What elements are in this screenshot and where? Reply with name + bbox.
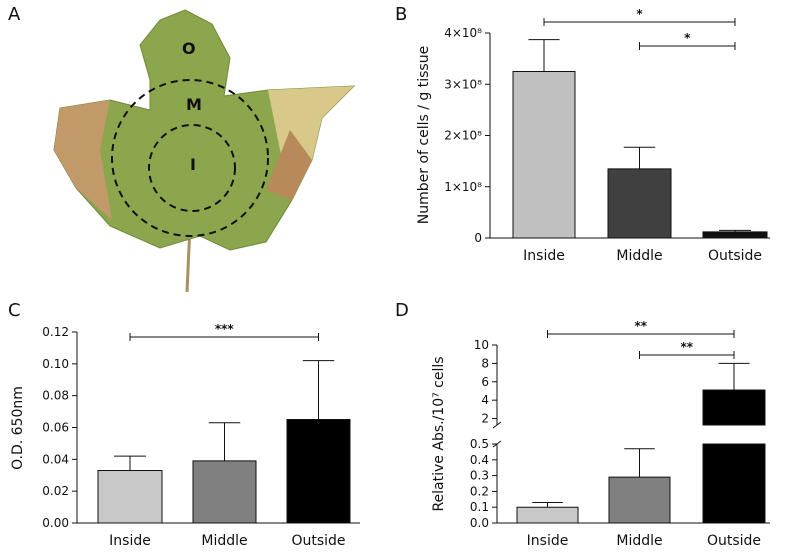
y-tick-label: 4×10⁸ [444,26,482,40]
panel-label: A [8,4,21,25]
y-tick-label: 8 [481,356,489,370]
x-tick-label: Outside [291,533,345,549]
panel-label: B [395,4,407,25]
panel-label: D [395,300,409,321]
y-tick-label: 0.12 [42,325,69,339]
x-tick-label: Inside [527,533,569,549]
bar [512,70,576,239]
significance-label: * [684,31,691,45]
y-tick-label: 2×10⁸ [444,129,482,143]
bar [192,460,257,524]
leaf: O M I [53,9,356,293]
y-tick-label: 6 [481,375,489,389]
y-tick-label: 10 [474,338,489,352]
zone-circle [111,79,269,237]
y-tick-label: 0.08 [42,389,69,403]
x-tick-label: Inside [109,533,151,549]
significance-label: ** [634,319,647,333]
bar [286,419,351,524]
y-tick-label: 0.04 [42,452,69,466]
bar [608,476,671,524]
y-tick-label: 0.3 [470,469,489,483]
significance-bracket [639,42,736,50]
y-tick-label: 0.4 [470,453,489,467]
significance-label: *** [215,322,235,336]
leaf-edge [54,100,112,220]
bar [702,231,768,239]
y-tick-label: 4 [481,393,489,407]
axis-break [492,421,502,429]
y-axis-label: Number of cells / g tissue [416,46,432,224]
significance-label: * [636,7,643,21]
y-tick-label: 0.00 [42,516,69,530]
zone-label: M [186,95,202,114]
significance-bracket [639,351,735,359]
leaf-edge [266,130,312,200]
x-tick-label: Outside [707,533,761,549]
y-tick-label: 0.5 [470,437,489,451]
y-tick-label: 1×10⁸ [444,180,482,194]
y-tick-label: 0.2 [470,484,489,498]
significance-bracket [547,330,735,338]
y-tick-label: 0.06 [42,421,69,435]
panel-label: C [8,300,21,321]
significance-bracket [543,18,736,26]
significance-label: ** [680,340,693,354]
x-tick-label: Inside [523,248,565,264]
y-axis-label: O.D. 650nm [10,386,26,470]
bar [516,506,579,524]
y-tick-label: 3×10⁸ [444,77,482,91]
zone-label: O [182,39,196,58]
x-tick-label: Middle [616,533,662,549]
bar [607,168,672,239]
y-tick-label: 0.1 [470,500,489,514]
zone-label: I [190,155,196,174]
y-tick-label: 0.10 [42,357,69,371]
x-tick-label: Middle [616,248,662,264]
bar [97,469,163,524]
x-tick-label: Outside [708,248,762,264]
y-tick-label: 0.02 [42,484,69,498]
y-axis-label: Relative Abs./10⁷ cells [431,356,447,511]
y-tick-label: 0 [474,231,482,245]
bar [702,389,766,524]
significance-bracket [129,333,319,341]
zone-circle [148,124,236,212]
y-tick-label: 0.0 [470,516,489,530]
x-tick-label: Middle [201,533,247,549]
y-tick-label: 2 [481,412,489,426]
